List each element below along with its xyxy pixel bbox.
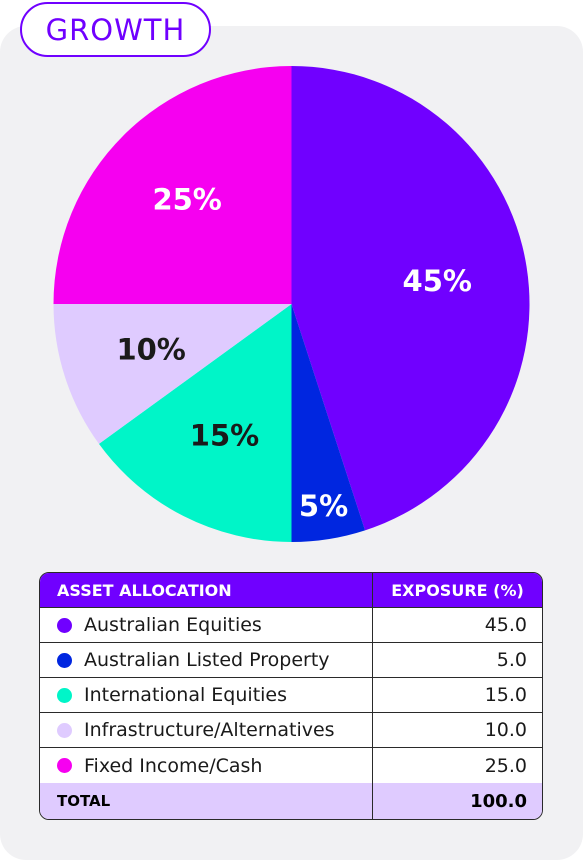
row-value: 5.0 bbox=[496, 649, 527, 671]
legend-dot-icon bbox=[57, 617, 72, 633]
table-row: Australian Equities 45.0 bbox=[40, 608, 542, 643]
row-value: 25.0 bbox=[484, 754, 527, 777]
row-label: Australian Listed Property bbox=[84, 649, 330, 671]
legend-dot-icon bbox=[57, 722, 72, 738]
row-label: Fixed Income/Cash bbox=[84, 754, 263, 777]
pie-slice bbox=[291, 304, 366, 542]
pie-slice bbox=[53, 66, 292, 304]
total-value: 100.0 bbox=[470, 790, 527, 812]
table-row: Australian Listed Property 5.0 bbox=[40, 643, 542, 678]
table-row: Infrastructure/Alternatives 10.0 bbox=[40, 713, 542, 748]
legend-dot-icon bbox=[57, 758, 72, 773]
row-label: Australian Equities bbox=[84, 614, 262, 636]
row-value: 45.0 bbox=[484, 614, 527, 636]
pie-slice-label: 10% bbox=[116, 333, 185, 367]
pie-chart: 45% 5% 15% 10% 25% bbox=[53, 66, 530, 542]
table-header-row: ASSET ALLOCATION EXPOSURE (%) bbox=[40, 573, 542, 608]
pie-slice-label: 15% bbox=[190, 418, 259, 452]
legend-dot-icon bbox=[57, 652, 72, 668]
row-label-cell: Fixed Income/Cash bbox=[40, 748, 373, 783]
pie-slice bbox=[291, 66, 530, 531]
pie-slice bbox=[53, 304, 292, 444]
header-asset-allocation: ASSET ALLOCATION bbox=[40, 573, 373, 607]
row-label-cell: Australian Listed Property bbox=[40, 643, 373, 677]
row-label-cell: Australian Equities bbox=[40, 608, 373, 642]
row-label-cell: Infrastructure/Alternatives bbox=[40, 713, 373, 747]
row-value: 10.0 bbox=[484, 719, 527, 741]
total-label: TOTAL bbox=[40, 783, 373, 819]
allocation-table: ASSET ALLOCATION EXPOSURE (%) Australian… bbox=[39, 572, 543, 820]
pie-slice-label: 45% bbox=[403, 264, 472, 298]
row-label: Infrastructure/Alternatives bbox=[84, 719, 335, 741]
header-exposure: EXPOSURE (%) bbox=[391, 580, 524, 600]
legend-dot-icon bbox=[57, 687, 72, 703]
growth-badge: GROWTH bbox=[20, 2, 211, 57]
table-row: International Equities 15.0 bbox=[40, 678, 542, 713]
row-label: International Equities bbox=[84, 684, 288, 706]
table-total-row: TOTAL 100.0 bbox=[40, 783, 542, 819]
table-row: Fixed Income/Cash 25.0 bbox=[40, 748, 542, 783]
row-label-cell: International Equities bbox=[40, 678, 373, 712]
pie-slice-label: 5% bbox=[299, 489, 348, 523]
pie-slice bbox=[98, 304, 292, 542]
pie-slice-label: 25% bbox=[152, 183, 221, 217]
row-value: 15.0 bbox=[484, 684, 527, 706]
